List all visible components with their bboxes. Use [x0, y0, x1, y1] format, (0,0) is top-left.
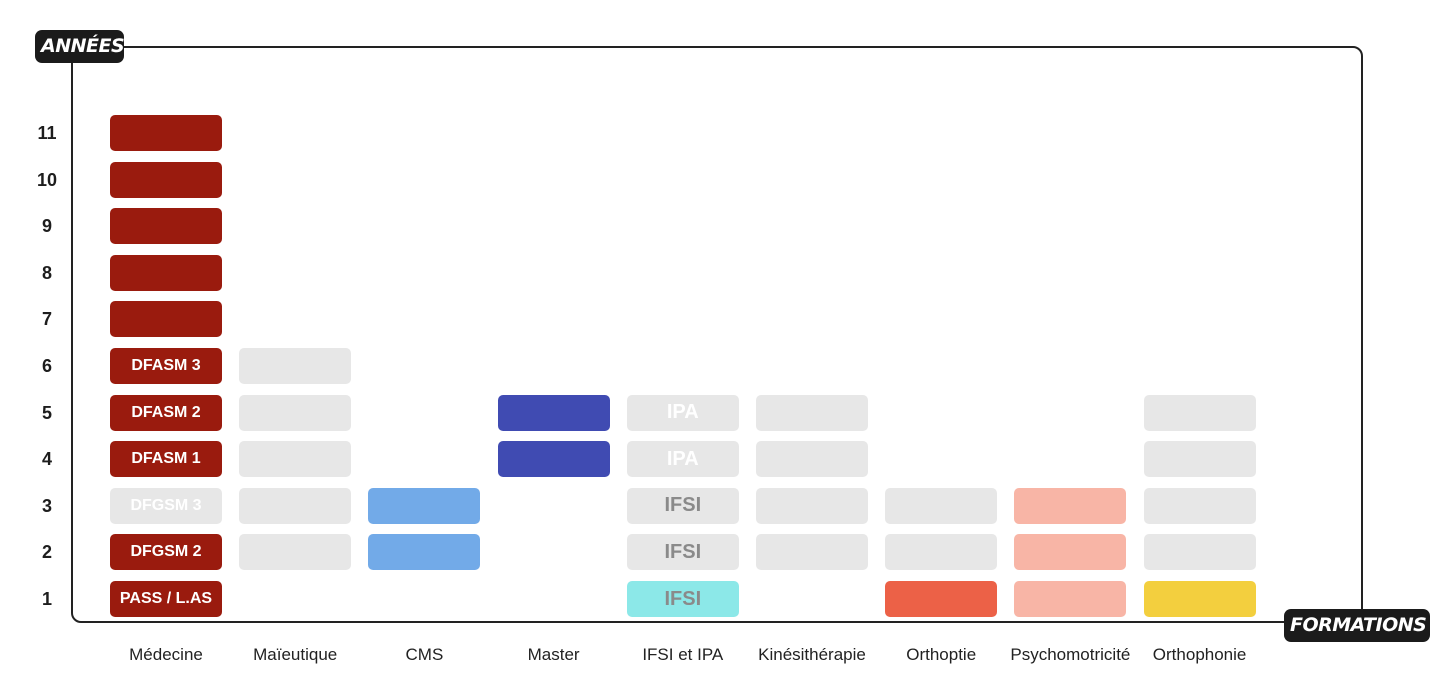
block-orthoptie-year-1	[885, 581, 998, 617]
block-orthophonie-year-5	[1143, 394, 1256, 431]
block-kin-sith-rapie-year-5	[756, 394, 868, 431]
block-orthoptie-year-2	[885, 534, 998, 571]
year-label-2: 2	[41, 542, 52, 563]
formation-label: Médecine	[129, 645, 203, 664]
year-label-1: 1	[41, 589, 52, 609]
block-ifsi-et-ipa-year-3: IFSI	[626, 487, 739, 524]
block-ifsi-et-ipa-year-2: IFSI	[626, 534, 739, 571]
block-orthoptie-year-3	[885, 487, 998, 524]
year-label-11: 11	[37, 123, 57, 143]
block-cms-year-3	[368, 487, 481, 524]
formation-label: Master	[527, 645, 580, 664]
block-ma-eutique-year-2	[239, 534, 352, 571]
year-label-5: 5	[41, 402, 52, 423]
year-label-6: 6	[41, 356, 52, 376]
block-ma-eutique-year-5	[239, 394, 352, 431]
year-label-3: 3	[41, 495, 52, 516]
block-m-decine-year-11	[110, 115, 222, 151]
block-m-decine-year-1: PASS / L.AS	[110, 581, 222, 617]
x-axis-title: FORMATIONS	[1284, 609, 1430, 642]
block-m-decine-year-4: DFASM 1	[110, 441, 222, 478]
block-ifsi-et-ipa-year-4: IPA	[626, 441, 739, 478]
block-m-decine-year-2: DFGSM 2	[110, 534, 222, 571]
formation-label: IFSI et IPA	[642, 645, 724, 664]
block-psychomotricit--year-1	[1014, 581, 1127, 617]
block-cms-year-2	[368, 534, 481, 571]
block-m-decine-year-6: DFASM 3	[110, 348, 222, 384]
block-orthophonie-year-3	[1143, 487, 1256, 524]
block-ifsi-et-ipa-year-1: IFSI	[626, 581, 739, 617]
block-psychomotricit--year-2	[1014, 534, 1127, 571]
formation-label: Kinésithérapie	[758, 645, 866, 664]
year-label-8: 8	[41, 262, 52, 283]
year-label-9: 9	[41, 216, 52, 237]
year-label-10: 10	[36, 169, 58, 190]
formation-label: Orthophonie	[1152, 645, 1247, 664]
block-m-decine-year-3: DFGSM 3	[110, 487, 222, 524]
block-kin-sith-rapie-year-2	[756, 534, 868, 571]
block-psychomotricit--year-3	[1014, 487, 1127, 524]
block-orthophonie-year-1	[1143, 581, 1256, 617]
block-kin-sith-rapie-year-3	[756, 487, 868, 524]
block-ma-eutique-year-3	[239, 487, 352, 524]
formation-label: Psychomotricité	[1010, 645, 1131, 664]
formation-label: Orthoptie	[906, 645, 977, 664]
year-label-7: 7	[41, 309, 52, 330]
block-m-decine-year-5: DFASM 2	[110, 394, 222, 431]
block-master-year-4	[497, 441, 610, 478]
formation-label: Maïeutique	[253, 645, 338, 664]
year-label-4: 4	[41, 449, 52, 470]
block-orthophonie-year-4	[1143, 441, 1256, 478]
block-kin-sith-rapie-year-4	[756, 441, 868, 478]
block-ma-eutique-year-6	[239, 348, 352, 384]
block-master-year-5	[497, 394, 610, 431]
block-ifsi-et-ipa-year-5: IPA	[626, 394, 739, 431]
formation-label: CMS	[405, 645, 444, 664]
block-m-decine-year-9	[110, 208, 222, 245]
diagram-frame	[71, 46, 1363, 623]
block-m-decine-year-7	[110, 301, 222, 338]
block-m-decine-year-10	[110, 161, 222, 198]
block-ma-eutique-year-4	[239, 441, 352, 478]
block-m-decine-year-8	[110, 254, 222, 291]
block-orthophonie-year-2	[1143, 534, 1256, 571]
y-axis-title: ANNÉES	[35, 30, 125, 63]
